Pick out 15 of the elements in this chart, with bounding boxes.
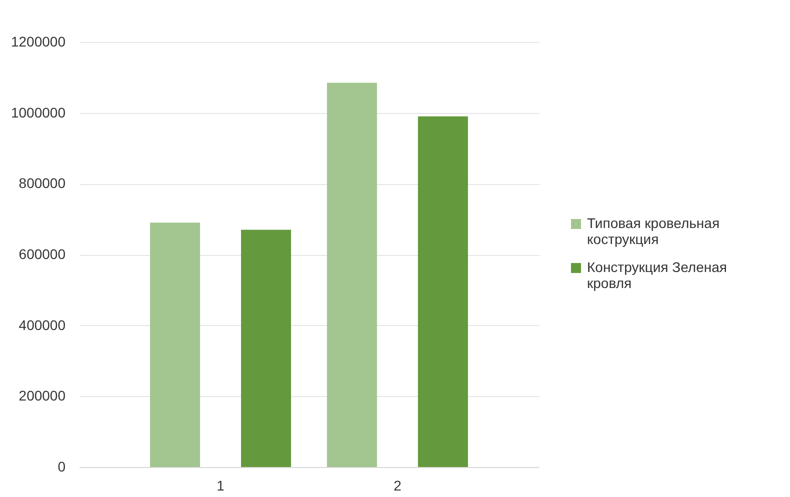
bar <box>150 222 200 467</box>
y-tick-label: 1000000 <box>10 104 66 120</box>
bar <box>241 230 292 467</box>
legend-label: Типовая кровельная кострукция <box>587 215 720 247</box>
bar <box>326 82 377 467</box>
y-tick-label: 800000 <box>18 175 66 192</box>
x-tick-label: 1 <box>216 478 225 494</box>
y-tick-label: 1200000 <box>10 34 66 50</box>
y-tick-label: 600000 <box>18 246 66 262</box>
y-tick-label: 200000 <box>18 388 66 404</box>
x-tick-label: 2 <box>394 478 402 494</box>
legend-label: Конструкция Зеленая кровля <box>587 259 727 291</box>
y-tick-label: 0 <box>58 458 66 474</box>
bar <box>418 116 468 467</box>
y-tick-label: 400000 <box>18 316 66 333</box>
